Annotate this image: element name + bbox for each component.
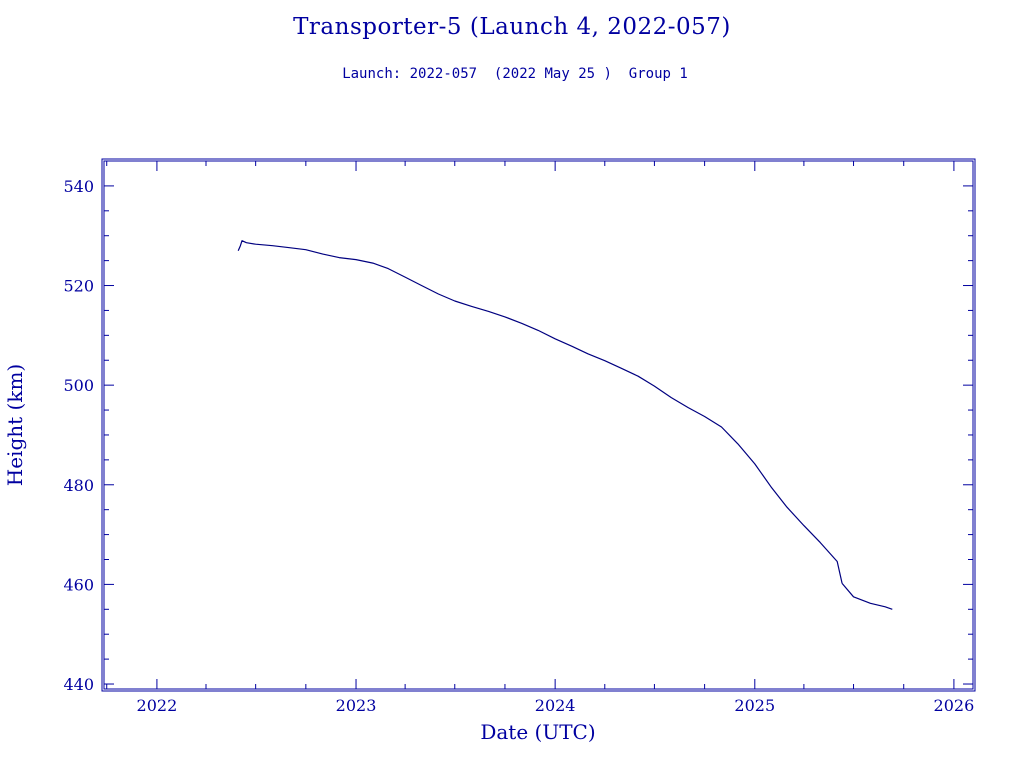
chart-title: Transporter-5 (Launch 4, 2022-057): [293, 14, 731, 40]
x-tick-label: 2024: [535, 696, 576, 715]
y-tick-label: 500: [63, 376, 94, 395]
plot-border-outer: [101, 158, 976, 692]
chart-subtitle: Launch: 2022-057 (2022 May 25 ) Group 1: [342, 66, 688, 82]
plot-border: [103, 160, 974, 690]
x-tick-label: 2026: [934, 696, 975, 715]
plot-frame: [101, 158, 976, 692]
x-tick-label: 2023: [336, 696, 377, 715]
y-tick-label: 440: [63, 675, 94, 694]
y-tick-label: 540: [63, 177, 94, 196]
tick-marks: [104, 160, 973, 689]
x-tick-label: 2025: [734, 696, 775, 715]
y-axis-label: Height (km): [3, 364, 27, 486]
series-layer: [237, 240, 893, 610]
x-tick-label: 2022: [137, 696, 178, 715]
y-tick-label: 460: [63, 575, 94, 594]
y-tick-label: 480: [63, 476, 94, 495]
height-series-line-tail: [841, 583, 893, 610]
height-series-line: [237, 240, 843, 584]
tick-labels: 2022 2023 2024 2025 2026 440 460 480 500 520 540: [63, 177, 974, 715]
x-axis-label: Date (UTC): [480, 720, 595, 744]
y-tick-label: 520: [63, 277, 94, 296]
